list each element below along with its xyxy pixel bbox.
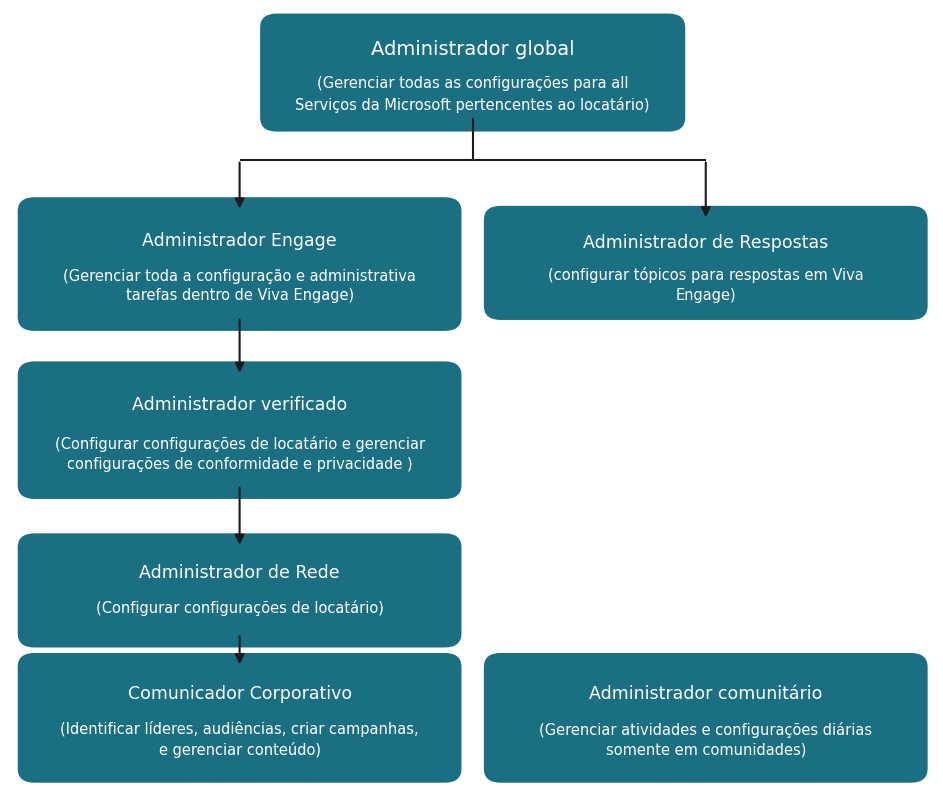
Text: (Gerenciar toda a configuração e administrativa
tarefas dentro de Viva Engage): (Gerenciar toda a configuração e adminis…	[63, 269, 416, 303]
Text: (Gerenciar todas as configurações para all
Serviços da Microsoft pertencentes ao: (Gerenciar todas as configurações para a…	[295, 77, 650, 112]
FancyBboxPatch shape	[18, 361, 461, 499]
FancyBboxPatch shape	[484, 653, 928, 783]
Text: Administrador Engage: Administrador Engage	[142, 231, 337, 250]
Text: (Configurar configurações de locatário e gerenciar
configurações de conformidade: (Configurar configurações de locatário e…	[55, 436, 424, 472]
Text: (Gerenciar atividades e configurações diárias
somente em comunidades): (Gerenciar atividades e configurações di…	[539, 722, 872, 758]
FancyBboxPatch shape	[18, 198, 461, 331]
Text: Administrador de Respostas: Administrador de Respostas	[583, 235, 828, 252]
FancyBboxPatch shape	[484, 206, 928, 320]
FancyBboxPatch shape	[18, 653, 461, 783]
FancyBboxPatch shape	[260, 13, 686, 132]
Text: Administrador verificado: Administrador verificado	[132, 396, 347, 414]
FancyBboxPatch shape	[18, 533, 461, 648]
Text: Administrador comunitário: Administrador comunitário	[589, 686, 822, 703]
Text: (Configurar configurações de locatário): (Configurar configurações de locatário)	[95, 600, 384, 615]
Text: Administrador global: Administrador global	[371, 40, 574, 58]
Text: (Identificar líderes, audiências, criar campanhas,
e gerenciar conteúdo): (Identificar líderes, audiências, criar …	[60, 721, 419, 758]
Text: Comunicador Corporativo: Comunicador Corporativo	[127, 686, 352, 703]
Text: Administrador de Rede: Administrador de Rede	[140, 564, 339, 582]
Text: (configurar tópicos para respostas em Viva
Engage): (configurar tópicos para respostas em Vi…	[548, 267, 864, 303]
